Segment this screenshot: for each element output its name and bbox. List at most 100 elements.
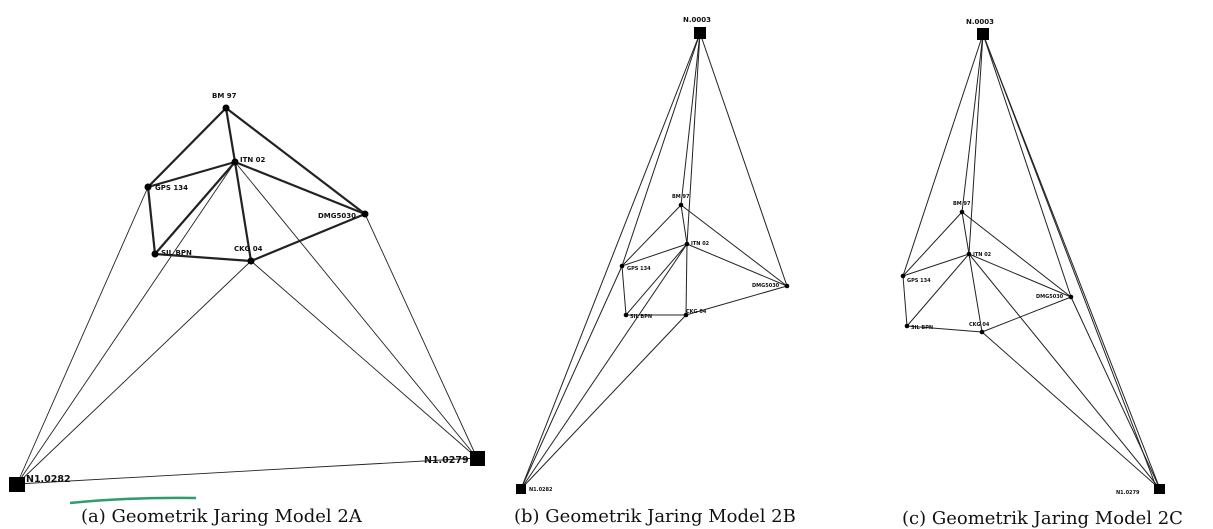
station-point [144,183,152,191]
edge [981,296,1072,333]
caption-c: (c) Geometrik Jaring Model 2C [902,508,1183,529]
edge [906,253,970,327]
edge [154,161,236,255]
edge [520,314,687,490]
station-label: SIL BPN [161,249,192,257]
control-point-marker [694,27,706,39]
station-label: CKG 04 [686,309,707,315]
edge [680,204,788,287]
station-point [623,312,629,318]
edge [154,252,252,263]
edge [621,265,627,316]
edge [16,161,236,485]
station-point [231,158,239,166]
panel-b-labels: N.0003 BM 97 ITN 02 GPS 134 DMG5030 SIL … [529,16,780,493]
panel-c-network [902,33,1161,490]
edge [961,211,1072,298]
station-point [361,210,369,218]
edge [146,186,157,255]
station-point [151,250,159,258]
edge [225,107,366,215]
edge [520,32,701,490]
edge [147,107,227,188]
station-label: BM 97 [953,201,971,207]
edge [1070,296,1161,490]
station-point [684,241,690,247]
edge [233,161,253,262]
panel-a-network [16,107,478,485]
control-point-marker [470,451,485,466]
edge [621,243,688,267]
edge [961,211,970,255]
station-point [959,209,965,215]
station-label: GPS 134 [907,278,931,284]
edge [680,32,701,206]
station-label: N1.0282 [26,474,71,485]
edge [364,213,478,459]
edge [685,243,688,316]
edge [686,243,788,287]
station-label: N1.0279 [1116,490,1140,496]
edge [234,161,478,459]
station-point [678,202,684,208]
station-point [979,329,985,335]
edge [699,32,788,287]
edge [968,253,1161,490]
panel-c-nodes [900,28,1165,494]
station-label: CKG 04 [234,245,263,253]
edge [982,33,1158,490]
station-label: N1.0279 [424,455,469,466]
control-point-marker [9,477,25,492]
edge [16,186,149,485]
station-point [683,312,689,318]
station-label: ITN 02 [240,156,266,164]
edge [902,211,963,277]
station-point [900,273,906,279]
station-label: BM 97 [212,92,237,100]
station-label: GPS 134 [627,266,651,272]
edge [250,260,478,459]
edge [968,33,984,255]
edge [250,212,366,263]
station-label: ITN 02 [973,252,992,258]
edge [224,107,237,163]
panel-b-nodes [516,27,790,494]
station-label: SIL BPN [630,314,652,320]
station-point [1068,294,1074,300]
panel-a-labels: BM 97 ITN 02 GPS 134 DMG5030 SIL BPN CKG… [26,92,469,485]
edge [520,265,623,490]
edge [961,33,984,213]
caption-a: (a) Geometrik Jaring Model 2A [81,506,363,527]
station-label: GPS 134 [155,184,188,192]
edge [520,243,688,490]
caption-underline [69,496,197,505]
edge [234,160,366,216]
edge [686,32,701,245]
edge [968,253,1072,298]
edge [902,33,984,277]
control-point-marker [516,484,526,494]
panel-b-network [520,32,788,490]
edge [902,275,908,327]
station-label: BM 97 [672,194,690,200]
edge [621,32,701,267]
edge [16,260,252,485]
edge [982,33,1072,298]
edge [906,325,983,333]
station-point [222,104,230,112]
edge [685,285,788,316]
station-label: N.0003 [683,16,711,24]
edge [680,204,688,245]
station-point [784,283,790,289]
station-label: SIL BPN [911,325,933,331]
station-label: CKG 04 [969,322,990,328]
station-point [619,263,625,269]
station-label: N.0003 [966,18,994,26]
station-label: DMG5030 [752,283,780,289]
panel-a-nodes [9,104,485,492]
caption-b: (b) Geometrik Jaring Model 2B [514,506,796,527]
edge [621,204,682,267]
edge [625,243,688,316]
station-label: DMG5030 [318,212,356,220]
